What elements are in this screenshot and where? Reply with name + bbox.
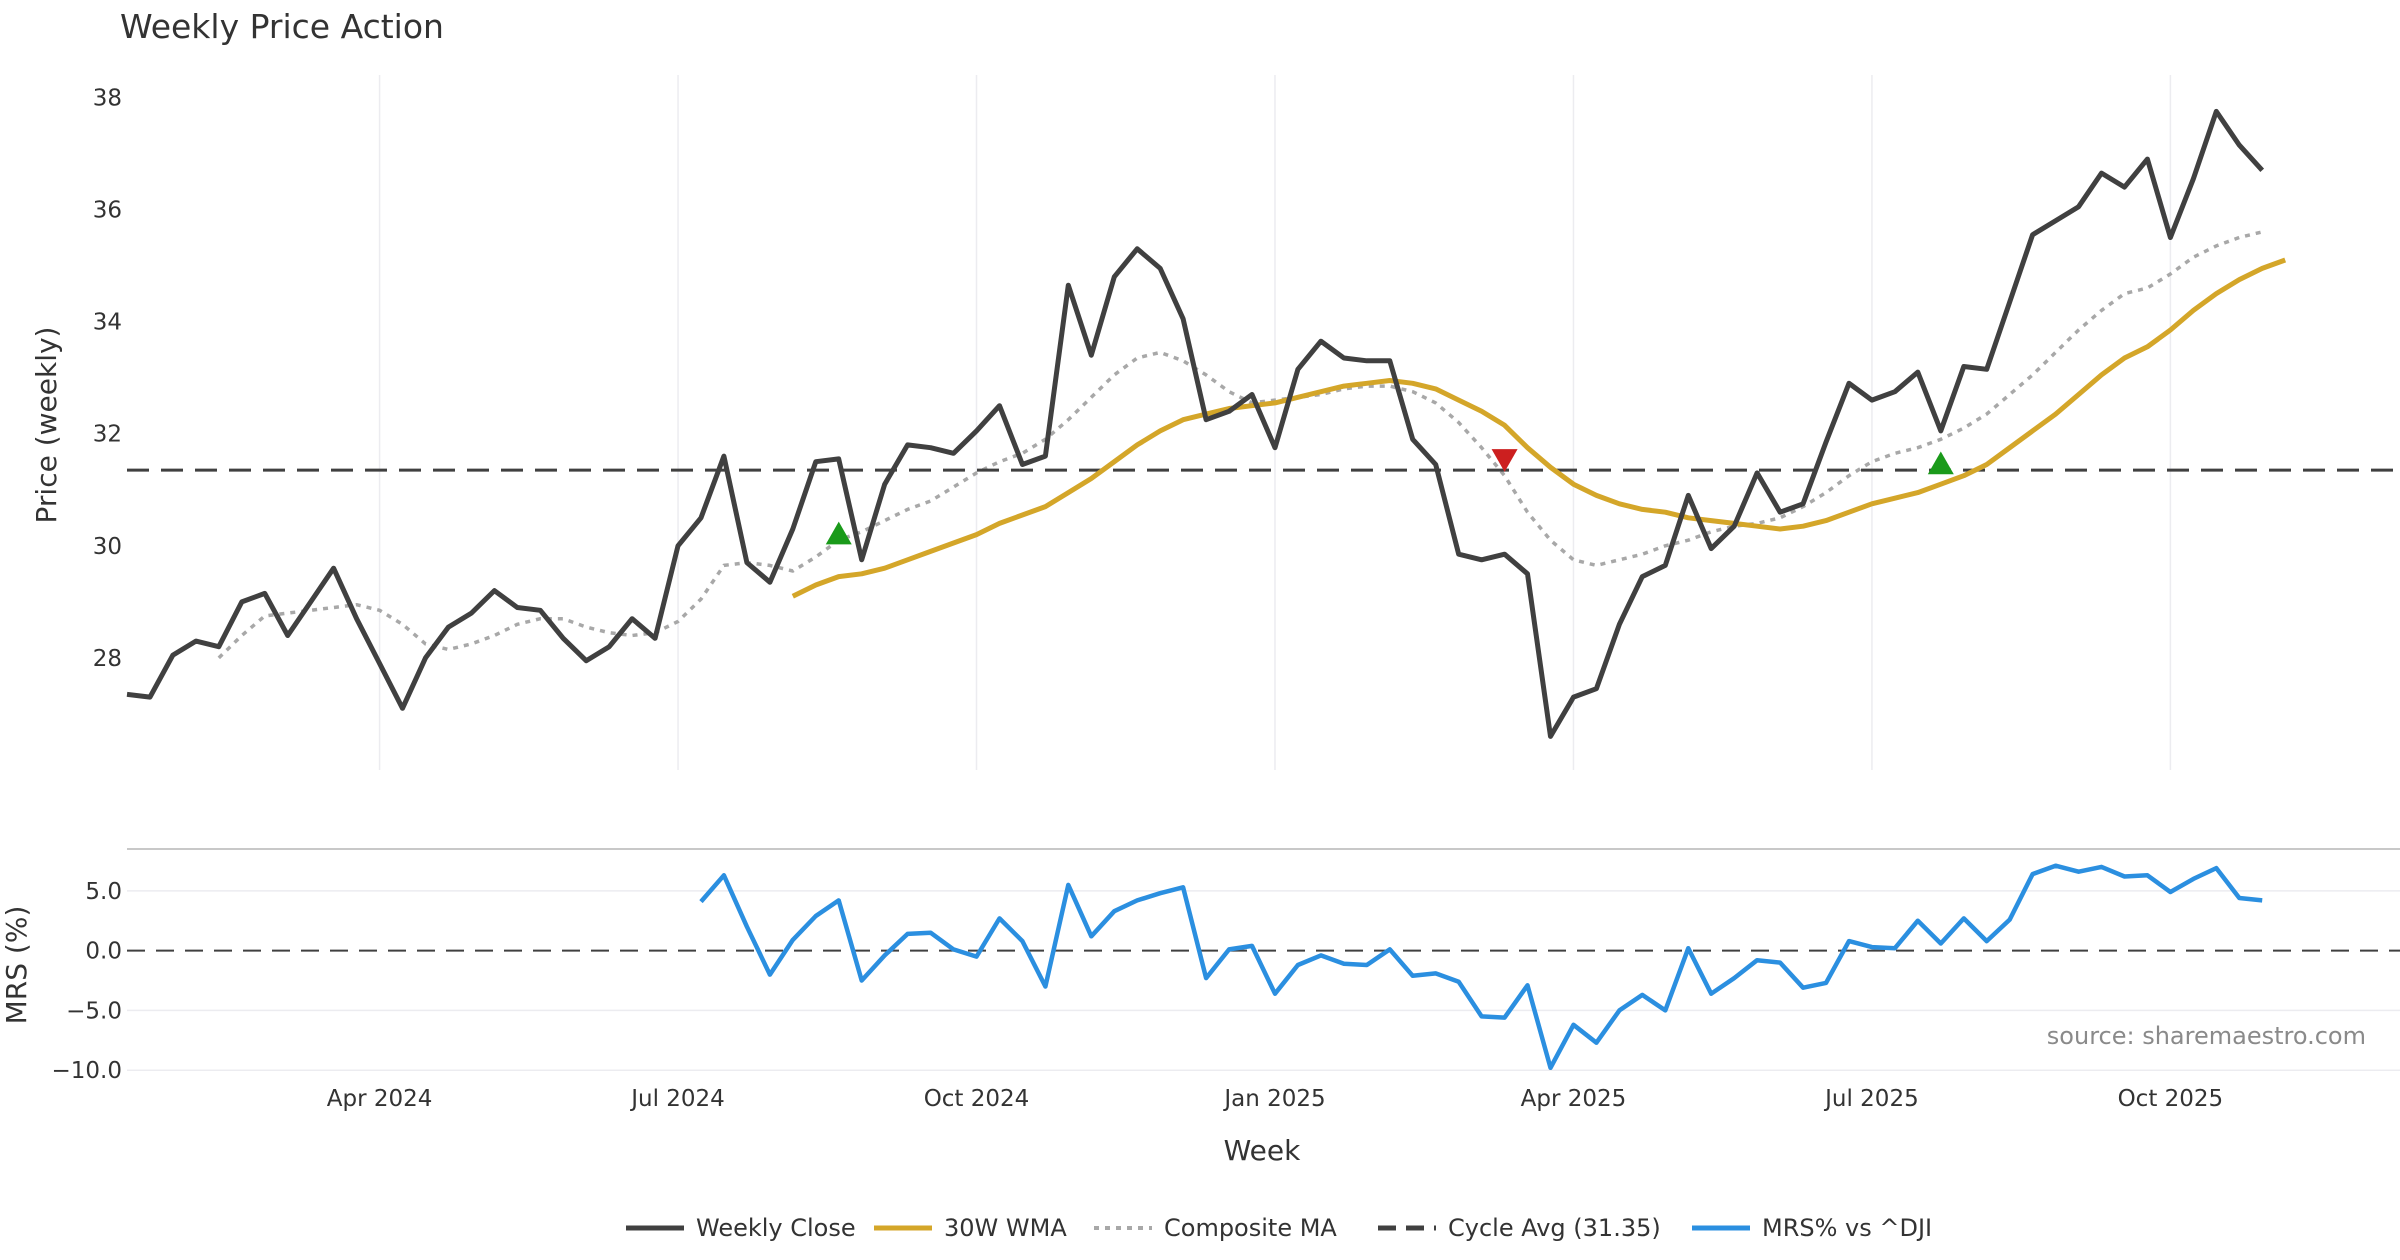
legend-label: Cycle Avg (31.35) xyxy=(1448,1214,1661,1242)
source-attribution: source: sharemaestro.com xyxy=(2047,1022,2366,1050)
x-tick-label: Apr 2025 xyxy=(1521,1086,1627,1112)
price-y-ticks: 28 30 32 34 36 38 xyxy=(93,85,122,671)
legend-label: MRS% vs ^DJI xyxy=(1762,1214,1932,1242)
price-y-tick-label: 32 xyxy=(93,422,122,448)
series-mrs-vs-dji xyxy=(699,863,2263,1071)
price-series xyxy=(126,108,2400,739)
sell-signal-marker xyxy=(1491,449,1518,472)
x-tick-label: Oct 2024 xyxy=(924,1086,1030,1112)
chart-title: Weekly Price Action xyxy=(120,7,444,46)
legend-label: Weekly Close xyxy=(696,1214,856,1242)
mrs-panel: 5.0 0.0 −5.0 −10.0 MRS (%) source: sharemae… xyxy=(0,848,2400,1084)
x-axis-label: Week xyxy=(1224,1134,1301,1167)
mrs-y-tick-label: 0.0 xyxy=(85,939,122,965)
mrs-y-tick-label: −5.0 xyxy=(66,998,122,1024)
mrs-series xyxy=(699,863,2263,1071)
price-y-tick-label: 30 xyxy=(93,534,122,560)
mrs-gridlines xyxy=(127,890,2400,1071)
price-gridlines xyxy=(378,75,2172,770)
price-y-tick-label: 28 xyxy=(93,646,122,672)
mrs-y-tick-label: −10.0 xyxy=(52,1058,122,1084)
buy-signal-marker xyxy=(1927,451,1954,475)
x-tick-label: Apr 2024 xyxy=(327,1086,433,1112)
x-tick-label: Jan 2025 xyxy=(1222,1086,1325,1112)
chart-legend: Weekly Close 30W WMA Composite MA Cycle Avg… xyxy=(626,1214,1932,1242)
price-y-tick-label: 34 xyxy=(93,310,122,336)
mrs-y-tick-label: 5.0 xyxy=(85,879,122,905)
mrs-y-ticks: 5.0 0.0 −5.0 −10.0 xyxy=(52,879,122,1084)
series-weekly-close xyxy=(126,108,2265,739)
legend-label: 30W WMA xyxy=(944,1214,1067,1242)
signal-markers xyxy=(825,449,1954,545)
buy-signal-marker xyxy=(825,521,852,545)
x-tick-label: Jul 2025 xyxy=(1823,1086,1919,1112)
x-tick-label: Oct 2025 xyxy=(2118,1086,2224,1112)
price-y-tick-label: 38 xyxy=(93,85,122,111)
price-y-axis-label: Price (weekly) xyxy=(30,327,63,524)
price-panel: 28 30 32 34 36 38 Price (weekly) xyxy=(30,75,2400,770)
x-axis-ticks: Apr 2024 Jul 2024 Oct 2024 Jan 2025 Apr 2025… xyxy=(327,1086,2223,1112)
price-y-tick-label: 36 xyxy=(93,198,122,224)
x-tick-label: Jul 2024 xyxy=(629,1086,725,1112)
legend-label: Composite MA xyxy=(1164,1214,1337,1242)
series-composite-ma xyxy=(217,230,2263,660)
mrs-y-axis-label: MRS (%) xyxy=(0,906,33,1025)
series-30w-wma xyxy=(791,257,2287,599)
